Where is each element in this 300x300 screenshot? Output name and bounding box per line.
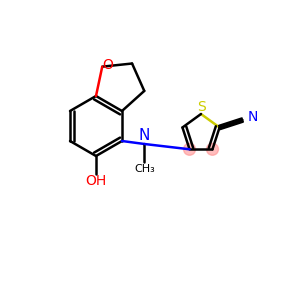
Text: N: N bbox=[139, 128, 150, 142]
Text: O: O bbox=[102, 58, 113, 72]
Circle shape bbox=[206, 143, 218, 155]
Text: S: S bbox=[196, 100, 206, 114]
Text: N: N bbox=[247, 110, 257, 124]
Text: CH₃: CH₃ bbox=[134, 164, 155, 174]
Text: OH: OH bbox=[85, 174, 106, 188]
Circle shape bbox=[184, 143, 196, 155]
